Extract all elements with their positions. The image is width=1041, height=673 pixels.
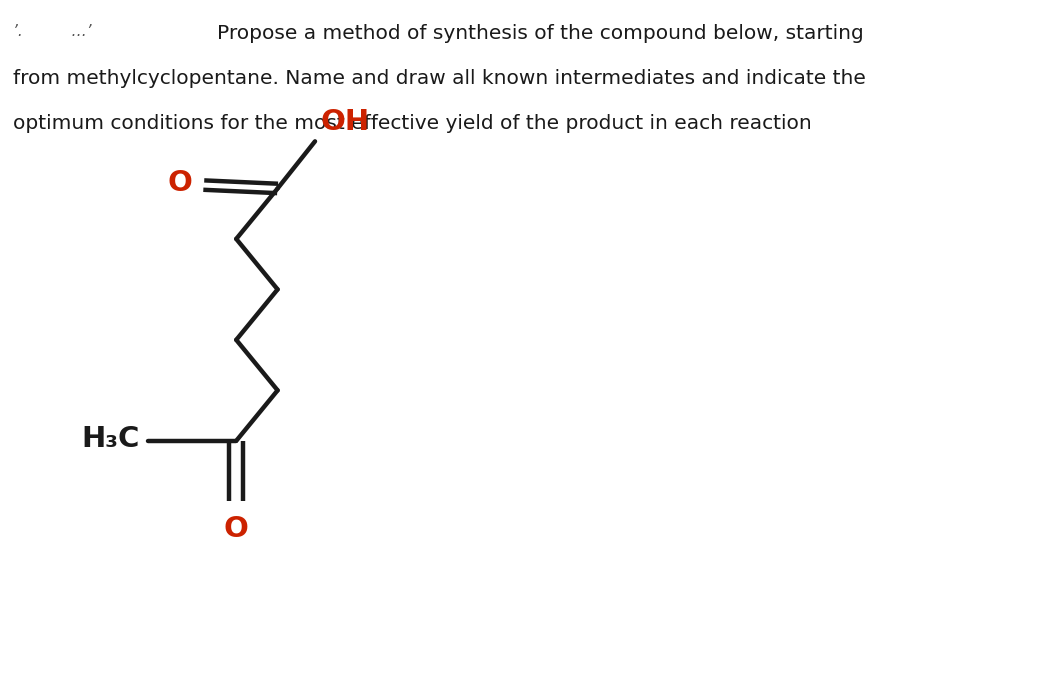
Text: H₃C: H₃C — [81, 425, 139, 454]
Text: ’.          …’: ’. …’ — [12, 24, 92, 38]
Text: O: O — [224, 515, 249, 543]
Text: Propose a method of synthesis of the compound below, starting: Propose a method of synthesis of the com… — [217, 24, 863, 42]
Text: from methylcyclopentane. Name and draw all known intermediates and indicate the: from methylcyclopentane. Name and draw a… — [12, 69, 866, 87]
Text: O: O — [168, 169, 192, 197]
Text: optimum conditions for the most effective yield of the product in each reaction: optimum conditions for the most effectiv… — [12, 114, 812, 133]
Text: OH: OH — [321, 108, 370, 136]
